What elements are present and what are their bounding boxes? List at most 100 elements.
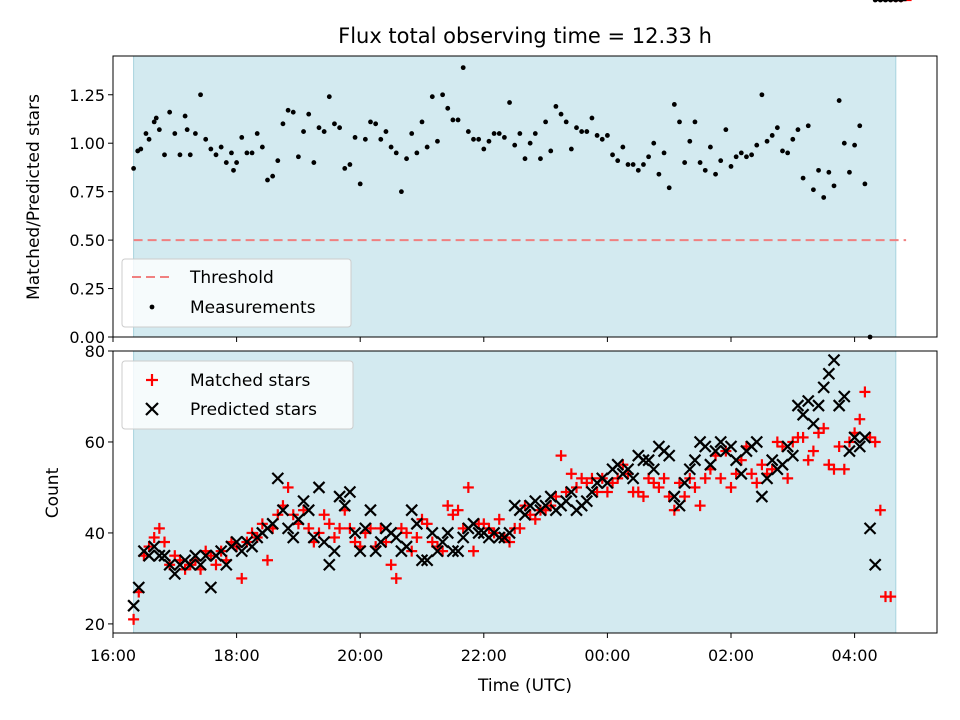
predicted-star-point (163, 558, 176, 572)
predicted-star-point (868, 558, 882, 572)
measurement-point (563, 119, 569, 125)
predicted-star-point (286, 531, 300, 544)
measurement-point (615, 158, 621, 164)
predicted-star-point (601, 476, 614, 490)
threshold-legend-label: Threshold (189, 268, 274, 288)
matched-star-point (715, 472, 727, 484)
predicted-star-point (714, 435, 727, 449)
predicted-star-point (189, 549, 202, 562)
predicted-star-point (328, 544, 341, 558)
matched-star-point (385, 559, 397, 571)
measurement-point (826, 169, 832, 175)
matched-star-point (689, 481, 701, 493)
predicted-star-point (539, 499, 552, 512)
predicted-star-point (230, 535, 243, 549)
bottom-legend: Matched stars Predicted stars (121, 360, 354, 430)
measurement-point (296, 154, 301, 160)
measurement-point (409, 131, 415, 136)
measurement-point (177, 152, 183, 158)
measurement-point (131, 166, 137, 171)
y-tick-label: 0.50 (69, 231, 105, 250)
measurement-point (548, 148, 554, 154)
predicted-star-point (147, 540, 161, 553)
measurement-point (347, 162, 353, 167)
measurement-point (491, 131, 497, 136)
measurement-point (594, 133, 600, 138)
predicted-star-point (338, 499, 352, 512)
x-tick-label: 18:00 (214, 646, 260, 665)
measurement-point (440, 92, 445, 98)
predicted-star-point (317, 535, 331, 549)
predicted-star-point (704, 458, 717, 471)
predicted-star-point (307, 531, 321, 544)
measurement-point (368, 119, 373, 125)
measurement-point (543, 119, 548, 125)
predicted-star-point (214, 544, 228, 558)
predicted-star-point (565, 485, 578, 499)
measurement-point (785, 150, 791, 156)
measurement-point (476, 136, 482, 142)
predicted-star-point (220, 558, 233, 572)
predicted-star-point (343, 485, 357, 499)
y-tick-label: 80 (85, 342, 105, 361)
measurement-point (424, 144, 430, 150)
predicted-star-point (127, 599, 140, 612)
predicted-star-point (400, 540, 413, 553)
measurement-point (151, 119, 157, 125)
predicted-star-point (848, 431, 861, 444)
predicted-star-point (735, 467, 748, 481)
measurement-point (568, 146, 574, 152)
matched-star-point (699, 472, 711, 484)
matched-star-point (601, 486, 613, 498)
matched-star-point (658, 472, 670, 484)
predicted-star-point (698, 440, 712, 453)
predicted-star-point (451, 544, 465, 558)
measurement-point (507, 100, 512, 105)
matched-star-point (782, 472, 794, 484)
predicted-star-point (292, 513, 305, 526)
measurement-point (857, 123, 863, 129)
measurement-point (138, 146, 144, 152)
y-tick-label: 60 (85, 433, 105, 452)
matched-star-point (802, 454, 814, 466)
measurement-point (733, 154, 739, 160)
matched-star-point (401, 527, 413, 539)
measurement-point (223, 160, 229, 165)
predicted-star-point (132, 581, 146, 594)
predicted-star-point (441, 526, 455, 540)
predicted-legend-label: Predicted stars (190, 400, 317, 420)
predicted-star-point (832, 399, 846, 412)
predicted-star-point (410, 517, 424, 531)
measurement-point (671, 102, 677, 107)
measurement-point (213, 152, 219, 158)
matched-star-point (514, 522, 526, 534)
predicted-star-point (353, 544, 367, 558)
predicted-star-point (662, 449, 676, 462)
predicted-star-point (807, 417, 820, 431)
predicted-star-point (765, 453, 779, 467)
measurement-point (182, 113, 188, 119)
measurement-point (769, 133, 775, 138)
measurement-point (831, 183, 837, 189)
measurement-point (532, 131, 538, 136)
measurement-point (589, 115, 595, 121)
predicted-star-point (142, 549, 156, 562)
measurement-point (332, 121, 337, 127)
measurement-point (502, 134, 507, 140)
y-tick-label: 40 (85, 524, 105, 543)
measurement-point (184, 127, 190, 133)
x-tick-label: 20:00 (337, 646, 383, 665)
predicted-star-point (863, 522, 877, 535)
predicted-star-point (369, 544, 382, 558)
measurement-point (239, 134, 245, 140)
matched-star-point (323, 518, 335, 530)
predicted-star-point (858, 431, 872, 444)
measurement-point (599, 136, 605, 142)
measurement-point (352, 134, 358, 140)
predicted-star-point (729, 453, 743, 467)
predicted-star-point (817, 381, 830, 394)
measurements-legend-label: Measurements (190, 298, 316, 318)
measurement-point (620, 144, 626, 150)
chart-title: Flux total observing time = 12.33 h (338, 24, 712, 48)
